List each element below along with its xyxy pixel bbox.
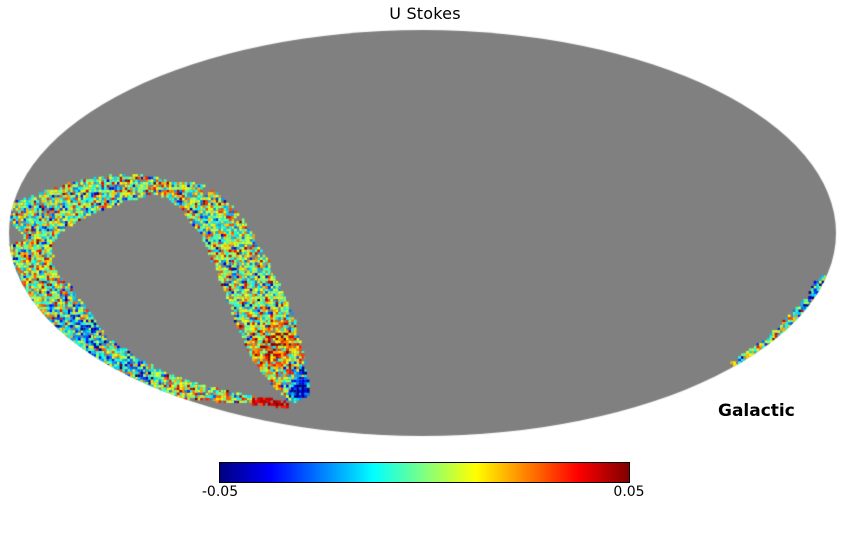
plot-title: U Stokes (389, 4, 461, 23)
colorbar (219, 462, 630, 483)
coordinate-system-label: Galactic (718, 401, 795, 421)
colorbar-max-label: 0.05 (613, 484, 645, 500)
colorbar-min-label: -0.05 (201, 484, 239, 500)
